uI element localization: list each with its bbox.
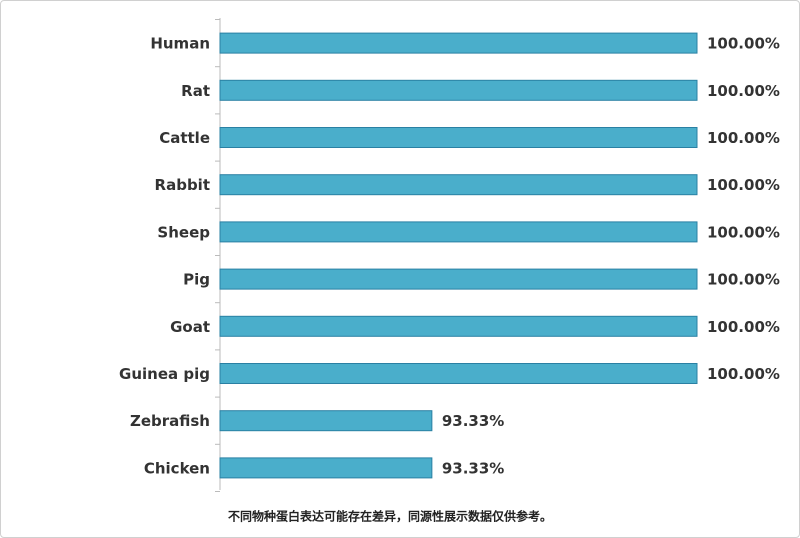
value-label: 100.00%	[707, 223, 780, 241]
y-tick-label: Zebrafish	[130, 412, 210, 430]
bar	[219, 221, 698, 243]
value-label: 100.00%	[707, 318, 780, 336]
y-tick-label: Rabbit	[155, 176, 210, 194]
bar	[219, 127, 698, 148]
value-label: 93.33%	[442, 459, 504, 477]
y-tick-label: Human	[150, 35, 210, 53]
y-tick-label: Rat	[181, 82, 210, 100]
value-label: 93.33%	[442, 412, 504, 430]
footnote: 不同物种蛋白表达可能存在差异，同源性展示数据仅供参考。	[228, 509, 552, 524]
bar	[219, 268, 698, 290]
y-tick-label: Guinea pig	[119, 365, 210, 383]
bar	[219, 174, 698, 196]
y-tick-label: Sheep	[157, 223, 210, 241]
value-label: 100.00%	[707, 35, 780, 53]
bar	[219, 410, 433, 432]
bar	[219, 315, 698, 337]
y-tick-label: Cattle	[159, 129, 210, 147]
value-label: 100.00%	[707, 271, 780, 289]
y-tick-label: Pig	[183, 271, 210, 289]
bar	[219, 79, 698, 101]
y-tick-label: Chicken	[144, 459, 210, 477]
y-tick-label: Goat	[170, 318, 210, 336]
bar	[219, 457, 433, 479]
value-label: 100.00%	[707, 129, 780, 147]
bar	[219, 32, 698, 54]
bar	[219, 363, 698, 384]
value-label: 100.00%	[707, 82, 780, 100]
value-label: 100.00%	[707, 176, 780, 194]
value-label: 100.00%	[707, 365, 780, 383]
